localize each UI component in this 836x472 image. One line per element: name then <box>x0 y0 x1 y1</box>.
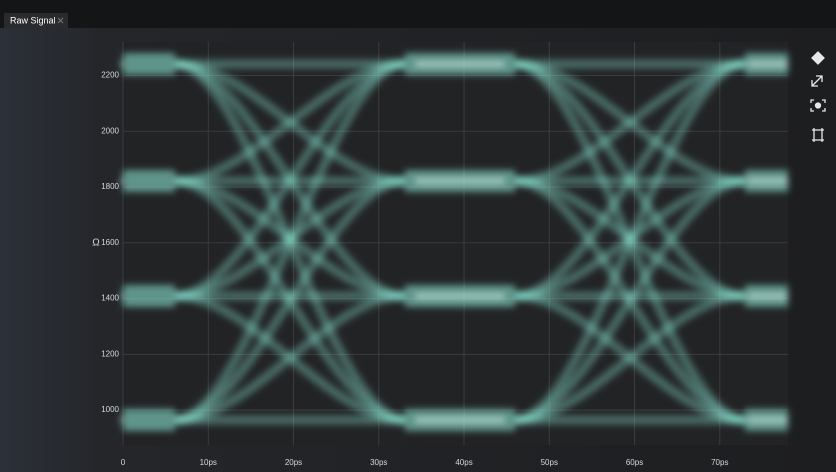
x-tick-label: 30ps <box>370 458 387 467</box>
eye-trace <box>174 176 406 425</box>
x-tick-label: 10ps <box>200 458 217 467</box>
tab-bar <box>0 0 836 28</box>
x-tick-label: 70ps <box>711 458 728 467</box>
screenshot-button[interactable] <box>810 99 826 112</box>
x-tick-label: 60ps <box>626 458 643 467</box>
y-tick-label: 1000 <box>101 405 119 414</box>
eraser-button[interactable] <box>811 51 825 65</box>
eye-trace <box>174 59 406 425</box>
eye-trace <box>514 291 746 425</box>
eye-trace <box>514 59 746 425</box>
eye-traces <box>120 53 788 431</box>
tab-title: Raw Signal <box>10 15 56 25</box>
tab-close[interactable] <box>57 17 64 24</box>
x-tick-label: 50ps <box>541 458 558 467</box>
zoom-box-button[interactable] <box>812 128 824 142</box>
tab[interactable] <box>4 13 68 28</box>
eye-trace <box>174 291 406 425</box>
y-tick-label: 2200 <box>101 71 119 80</box>
x-tick-label: 40ps <box>455 458 472 467</box>
y-tick-label: 1800 <box>101 182 119 191</box>
eye-trace <box>514 176 746 425</box>
y-tick-label: 2000 <box>101 126 119 135</box>
y-axis-label: Ω <box>92 238 100 249</box>
toolbar <box>810 51 826 142</box>
y-tick-label: 1400 <box>101 294 119 303</box>
y-tick-label: 1200 <box>101 349 119 358</box>
autoscale-button[interactable] <box>811 75 823 87</box>
x-tick-label: 0 <box>121 458 126 467</box>
y-tick-label: 1600 <box>101 238 119 247</box>
x-tick-label: 20ps <box>285 458 302 467</box>
